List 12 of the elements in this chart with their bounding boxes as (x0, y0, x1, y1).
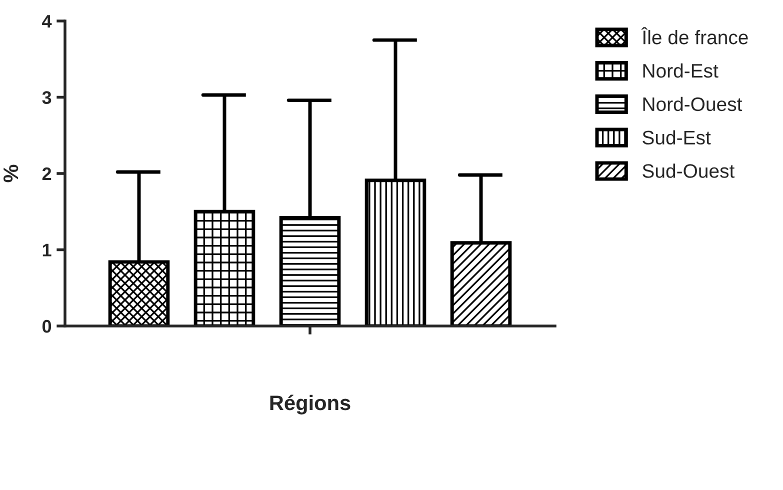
y-tick-label: 4 (42, 15, 52, 28)
y-tick-label: 1 (42, 244, 52, 256)
y-tick-label: 3 (42, 91, 52, 104)
x-axis-title: Régions (270, 394, 350, 414)
legend-label: Nord-Ouest (643, 96, 742, 112)
legend-label: Sud-Est (642, 130, 711, 145)
legend-label: Île de france (641, 27, 748, 44)
legend-label: Sud-Ouest (642, 164, 735, 178)
y-tick-label: 0 (42, 320, 52, 333)
legend-label: Nord-Est (643, 63, 718, 78)
y-tick-label: 2 (42, 167, 52, 180)
y-axis-title: % (4, 164, 18, 182)
